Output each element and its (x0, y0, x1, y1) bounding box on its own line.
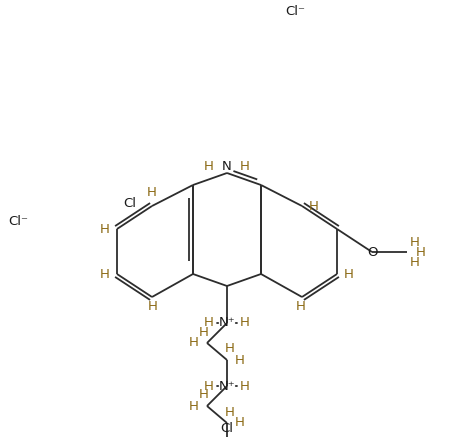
Text: H: H (148, 300, 158, 314)
Text: H: H (100, 222, 110, 236)
Text: N: N (222, 159, 232, 172)
Text: H: H (416, 245, 426, 259)
Text: O: O (367, 246, 377, 260)
Text: Cl: Cl (123, 197, 137, 210)
Text: H: H (309, 199, 319, 213)
Text: H: H (147, 186, 157, 198)
Text: H: H (240, 380, 250, 392)
Text: H: H (225, 405, 235, 419)
Text: H: H (296, 300, 306, 314)
Text: H: H (225, 342, 235, 355)
Text: Cl⁻: Cl⁻ (285, 4, 305, 18)
Text: H: H (100, 268, 110, 280)
Text: H: H (204, 159, 214, 172)
Text: H: H (199, 326, 209, 338)
Text: H: H (240, 316, 250, 330)
Text: H: H (235, 354, 245, 366)
Text: N⁺: N⁺ (219, 316, 235, 330)
Text: H: H (199, 389, 209, 401)
Text: H: H (240, 159, 250, 172)
Text: H: H (235, 416, 245, 430)
Text: N⁺: N⁺ (219, 380, 235, 392)
Text: H: H (344, 268, 354, 280)
Text: Cl⁻: Cl⁻ (8, 214, 28, 228)
Text: Cl: Cl (221, 423, 233, 435)
Text: H: H (204, 380, 214, 392)
Text: H: H (410, 236, 420, 249)
Text: H: H (204, 316, 214, 330)
Text: H: H (189, 337, 199, 350)
Text: H: H (189, 400, 199, 412)
Text: H: H (410, 256, 420, 268)
